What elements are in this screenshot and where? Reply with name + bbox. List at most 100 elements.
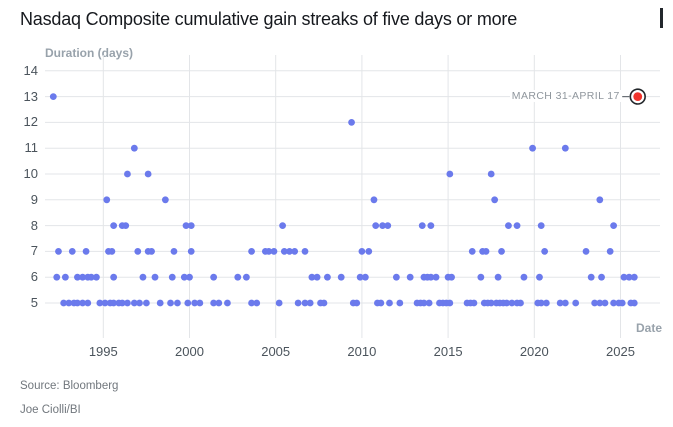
data-point <box>151 273 159 281</box>
brand-bar <box>660 8 663 28</box>
data-point <box>610 222 618 230</box>
data-point <box>286 248 293 255</box>
data-point <box>361 273 369 281</box>
data-point <box>248 248 255 255</box>
data-point <box>170 248 178 255</box>
data-point <box>174 299 181 307</box>
data-point <box>468 248 476 255</box>
highlight-annotation-label: MARCH 31-APRIL 17 <box>509 89 622 102</box>
y-tick-label: 11 <box>24 140 39 156</box>
x-tick-label: 2015 <box>433 344 463 359</box>
data-point <box>74 299 81 307</box>
data-point <box>582 248 590 255</box>
data-point <box>556 299 564 307</box>
data-point <box>180 273 188 281</box>
data-point <box>572 299 580 307</box>
data-point <box>356 273 364 281</box>
data-point <box>392 273 400 281</box>
data-point <box>143 299 150 307</box>
data-point <box>79 273 87 281</box>
data-point <box>110 299 118 307</box>
data-point <box>82 248 90 255</box>
data-point <box>505 222 512 230</box>
data-point <box>487 299 495 307</box>
data-point <box>308 273 316 281</box>
y-tick-label: 5 <box>30 295 38 310</box>
data-point <box>370 196 378 204</box>
data-point <box>122 222 130 230</box>
data-point <box>596 196 604 204</box>
data-point <box>536 273 543 281</box>
data-point <box>377 299 385 307</box>
data-point <box>139 273 147 281</box>
y-tick-label: 6 <box>30 269 38 285</box>
data-point <box>168 273 176 281</box>
data-point <box>598 273 605 281</box>
data-point <box>470 299 478 307</box>
data-point <box>187 248 195 255</box>
data-point <box>427 273 435 281</box>
data-point <box>591 299 599 307</box>
data-point <box>446 170 454 178</box>
x-tick-label: 2025 <box>606 344 635 359</box>
data-point <box>280 248 288 255</box>
data-point <box>477 273 485 281</box>
data-point <box>161 196 169 204</box>
data-point <box>482 248 490 255</box>
y-tick-label: 7 <box>30 243 38 259</box>
data-point <box>494 273 502 281</box>
data-point <box>182 222 190 230</box>
data-point <box>625 273 633 281</box>
data-point <box>396 299 404 307</box>
data-point <box>108 248 116 255</box>
data-point <box>167 299 174 307</box>
x-tick-label: 2020 <box>519 344 549 359</box>
data-point <box>508 299 516 307</box>
data-point <box>136 299 143 307</box>
data-point <box>503 299 511 307</box>
y-tick-label: 13 <box>23 88 38 104</box>
data-point <box>130 299 138 307</box>
data-point <box>365 248 373 255</box>
source-credit: Source: Bloomberg <box>20 380 119 392</box>
data-point <box>537 299 545 307</box>
data-point <box>248 299 255 307</box>
data-point <box>498 248 505 255</box>
author-credit: Joe Ciolli/BI <box>20 404 81 416</box>
data-point <box>427 222 435 230</box>
data-point <box>74 273 81 281</box>
data-point <box>61 273 69 281</box>
data-point <box>265 248 273 255</box>
x-axis-title: Date <box>635 321 662 335</box>
y-tick-label: 8 <box>30 217 38 233</box>
data-point <box>242 273 250 281</box>
data-point <box>184 299 192 307</box>
data-point <box>596 299 604 307</box>
data-point <box>418 222 426 230</box>
data-point <box>601 299 609 307</box>
data-point <box>541 248 549 255</box>
data-point <box>65 299 73 307</box>
data-point <box>630 273 638 281</box>
data-point <box>384 222 392 230</box>
data-point <box>517 299 524 307</box>
data-point <box>294 299 302 307</box>
data-point <box>110 273 118 281</box>
data-point <box>234 273 242 281</box>
data-point <box>60 299 68 307</box>
y-tick-label: 9 <box>30 191 38 207</box>
data-point <box>291 248 299 255</box>
data-point <box>313 273 321 281</box>
data-point <box>253 299 261 307</box>
data-point <box>379 222 386 230</box>
data-point <box>186 273 193 281</box>
data-point <box>275 299 283 307</box>
chart-title: Nasdaq Composite cumulative gain streaks… <box>20 9 518 29</box>
data-point <box>618 299 626 307</box>
data-point <box>79 299 87 307</box>
data-point <box>118 299 126 307</box>
data-point <box>68 248 76 255</box>
data-point <box>358 248 366 255</box>
data-point <box>101 299 109 307</box>
